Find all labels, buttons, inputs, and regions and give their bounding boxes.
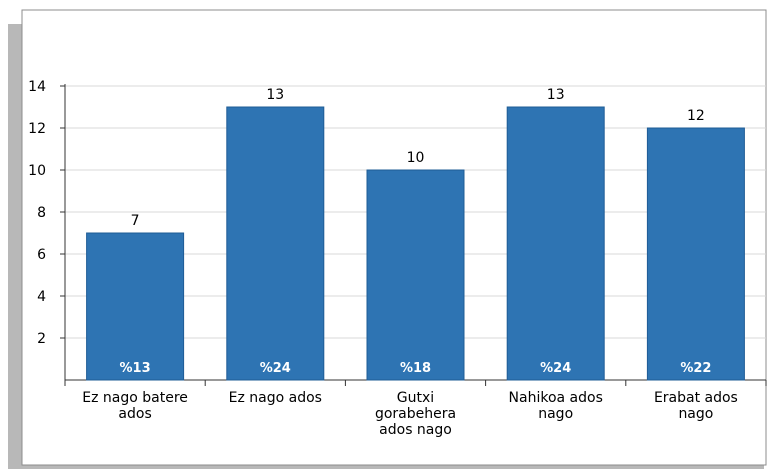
bar-percent-label: %13 xyxy=(120,361,151,376)
x-category-label-line: ados nago xyxy=(379,422,452,438)
x-category-label-line: gorabehera xyxy=(375,406,456,422)
x-category-label: Nahikoa ados nago xyxy=(509,390,603,422)
x-category-label: Erabat ados nago xyxy=(654,390,738,422)
x-category-label: Ez nago batere ados xyxy=(82,390,188,422)
bar xyxy=(646,127,745,381)
bar xyxy=(506,106,605,381)
x-category-label: Ez nago ados xyxy=(229,390,322,406)
bar-percent-label: %22 xyxy=(680,361,711,376)
bar-percent-label: %24 xyxy=(540,361,571,376)
bar-value-label: 13 xyxy=(266,87,284,103)
x-category-label: Gutxi gorabehera ados nago xyxy=(375,390,456,438)
x-category-label-line: nago xyxy=(678,406,713,422)
x-category-label-line: Erabat ados xyxy=(654,390,738,406)
x-category-label-line: Ez nago batere xyxy=(82,390,188,406)
y-tick-label: 12 xyxy=(28,121,46,137)
bar-value-label: 7 xyxy=(131,213,140,229)
y-tick-label: 2 xyxy=(37,331,46,347)
y-tick-label: 6 xyxy=(37,247,46,263)
x-category-label-line: Ez nago ados xyxy=(229,390,322,406)
y-tick-label: 8 xyxy=(37,205,46,221)
bar-value-label: 12 xyxy=(687,108,705,124)
x-category-label-line: Nahikoa ados xyxy=(509,390,603,406)
bar-percent-label: %24 xyxy=(260,361,291,376)
bar-value-label: 10 xyxy=(407,150,425,166)
plot-area: 2 4 6 8 10 12 14 7 %13 Ez nago batere ados 13 %24 Ez … xyxy=(28,79,767,438)
bar xyxy=(366,169,465,381)
x-category-label-line: Gutxi xyxy=(397,390,434,406)
bar-value-label: 13 xyxy=(547,87,565,103)
bar xyxy=(226,106,325,381)
bar-percent-label: %18 xyxy=(400,361,431,376)
x-category-label-line: nago xyxy=(538,406,573,422)
y-tick-label: 4 xyxy=(37,289,46,305)
y-tick-label: 14 xyxy=(28,79,46,95)
y-tick-label: 10 xyxy=(28,163,46,179)
x-category-label-line: ados xyxy=(118,406,151,422)
bar xyxy=(86,232,185,381)
